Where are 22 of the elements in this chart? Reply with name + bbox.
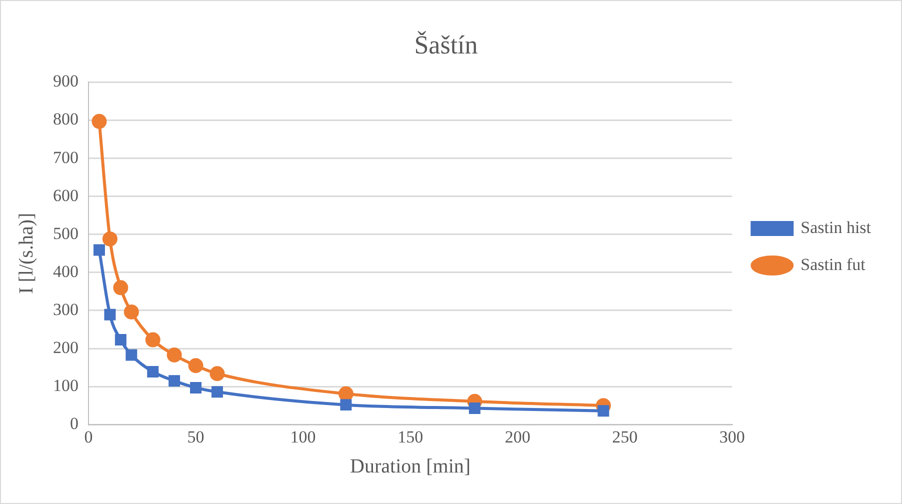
x-tick-label: 250 [612,427,638,446]
x-tick-label: 100 [290,427,316,446]
y-tick-label: 700 [53,148,78,167]
x-tick-label: 0 [84,427,93,446]
y-tick-label: 100 [53,376,78,396]
legend-label: Sastin hist [800,218,872,237]
y-tick-label: 600 [53,186,78,205]
x-axis-title: Duration [min] [350,455,471,478]
y-tick-label: 0 [70,414,78,434]
x-tick-label: 200 [504,427,530,446]
y-tick-label: 800 [53,110,78,129]
y-tick-label: 900 [53,72,78,91]
y-tick-label: 300 [53,300,78,319]
y-axis-title: I [l/(s.ha)] [15,212,38,294]
y-tick-label: 200 [53,338,78,357]
y-tick-label: 400 [53,262,78,281]
chart-title: Šaštín [414,30,478,60]
x-tick-label: 50 [187,427,204,446]
x-tick-label: 150 [398,427,424,446]
y-tick-label: 500 [53,224,78,243]
legend-label: Sastin fut [800,254,866,274]
x-tick-label: 300 [719,427,745,446]
